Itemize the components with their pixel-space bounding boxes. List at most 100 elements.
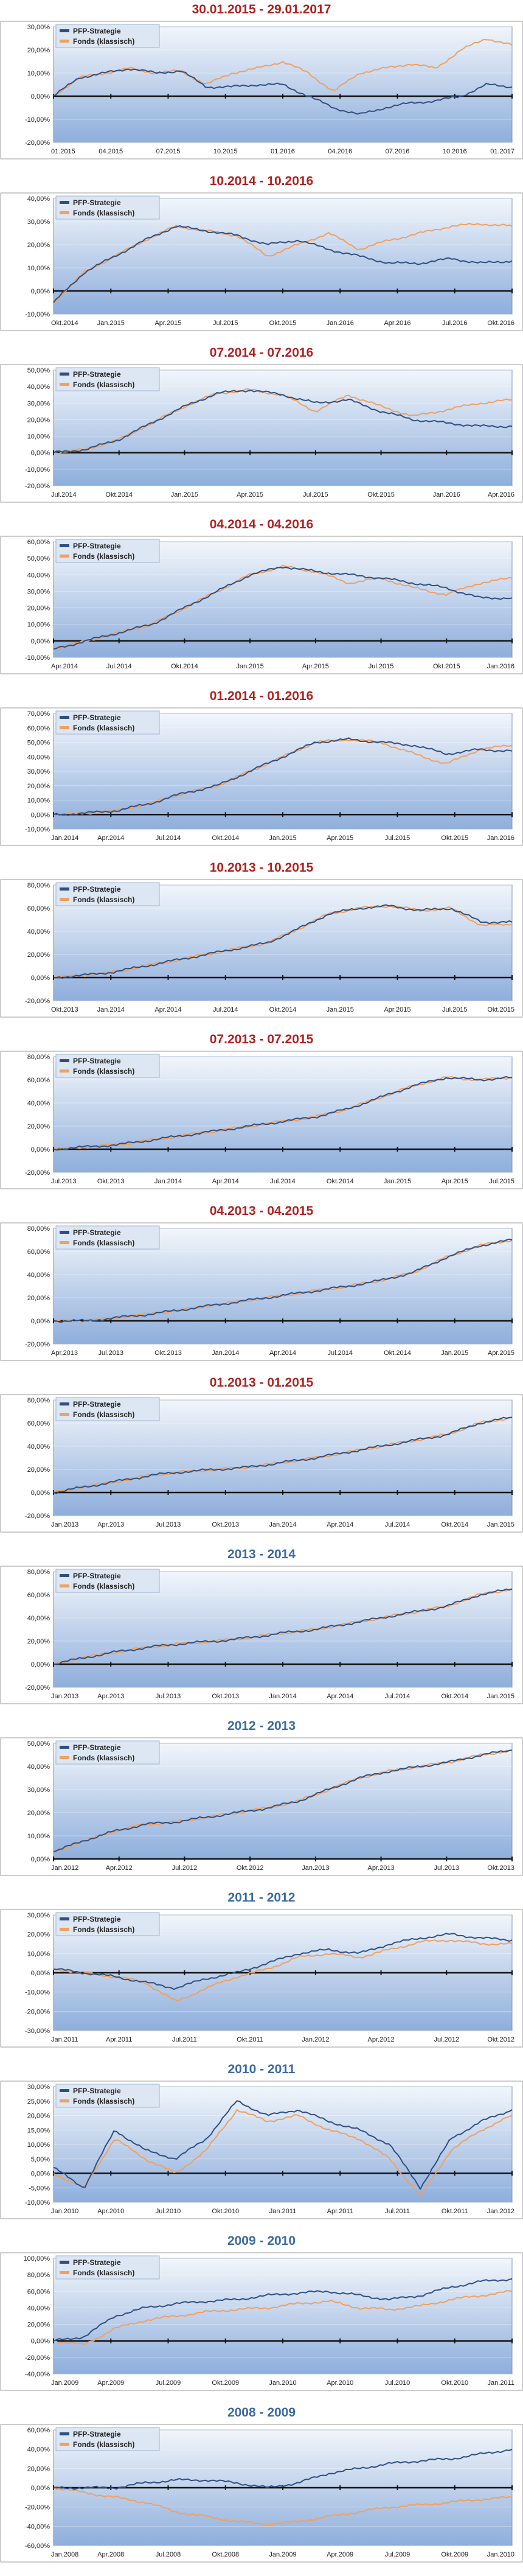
- legend-swatch: [60, 1231, 69, 1234]
- y-tick-label: 0,00%: [31, 2485, 50, 2492]
- x-tick-label: Jan.2014: [51, 835, 78, 842]
- line-chart: 80,00%60,00%40,00%20,00%0,00%-20,00%Apr.…: [0, 1222, 523, 1361]
- x-tick-label: Jul.2010: [385, 2379, 410, 2387]
- y-tick-label: -20,00%: [25, 1341, 50, 1348]
- y-tick-label: 0,00%: [31, 975, 50, 982]
- y-tick-label: -20,00%: [25, 483, 50, 490]
- line-chart: 70,00% 60,00% 50,00% 40,00% 30,00% 20,00% 10,0…: [0, 707, 523, 846]
- y-tick-label: 40,00%: [27, 2446, 50, 2454]
- legend-label: Fonds (klassisch): [73, 2440, 134, 2449]
- x-tick-label: Okt.2012: [237, 1864, 264, 1872]
- legend-label: PFP-Strategie: [73, 2258, 121, 2267]
- x-tick-label: Jan.2013: [302, 1864, 329, 1872]
- legend-box: [55, 1569, 160, 1593]
- x-tick-label: Jan.2008: [51, 2551, 78, 2558]
- y-tick-label: 20,00%: [27, 1466, 50, 1474]
- series-line-fonds-klassisch: [53, 1939, 513, 2001]
- chart-panel: 10.2014 - 10.2016 40,00% 30,00% 20,00% 10,00…: [0, 174, 523, 331]
- legend-label: Fonds (klassisch): [73, 1239, 134, 1247]
- legend-box: [55, 195, 160, 220]
- chart-panel: 2013 - 2014 80,00% 60,00% 40,00% 20,00% 0,00%…: [0, 1547, 523, 1704]
- x-tick-label: Jan.2016: [327, 320, 354, 327]
- chart-title: 01.2014 - 01.2016: [209, 689, 314, 703]
- x-tick-label: Okt.2010: [212, 2208, 239, 2215]
- x-tick-label: Apr.2015: [488, 1349, 514, 1357]
- legend-box: [55, 24, 160, 48]
- chart-panel: 2011 - 2012 30,00% 20,00% 10,00% 0,00% -10,00…: [0, 1891, 523, 2048]
- chart-title: 2012 - 2013: [227, 1719, 296, 1733]
- legend-label: Fonds (klassisch): [73, 380, 134, 389]
- chart-title: 30.01.2015 - 29.01.2017: [192, 2, 331, 16]
- x-tick-label: Jan.2011: [51, 2036, 78, 2043]
- x-tick-label: Jul.2013: [156, 1521, 181, 1528]
- series-line-pfp-strategie: [53, 2100, 513, 2190]
- legend-swatch: [60, 1746, 69, 1749]
- y-tick-label: 20,00%: [27, 2465, 50, 2473]
- x-tick-label: Okt.2014: [269, 1006, 297, 1013]
- legend-swatch: [60, 716, 69, 719]
- legend-box: [55, 2084, 160, 2108]
- y-tick-label: 80,00%: [27, 1225, 50, 1233]
- x-tick-label: Okt.2013: [212, 1693, 239, 1700]
- x-tick-label: Apr.2008: [97, 2551, 124, 2558]
- legend-swatch: [60, 201, 69, 204]
- x-tick-label: Jan.2010: [51, 2208, 78, 2215]
- legend-swatch: [60, 1756, 69, 1759]
- y-tick-label: -10,00%: [25, 826, 50, 833]
- chart-panel: 01.2014 - 01.2016 70,00% 60,00% 50,00% 40,00…: [0, 689, 523, 846]
- x-tick-label: Jan.2016: [433, 491, 460, 499]
- chart-title: 2010 - 2011: [227, 2062, 296, 2076]
- x-tick-label: Jan.2015: [269, 835, 296, 842]
- y-tick-label: 40,00%: [27, 383, 50, 391]
- y-tick-label: 20,00%: [27, 1810, 50, 1817]
- y-tick-label: 60,00%: [27, 725, 50, 732]
- legend-swatch: [60, 2099, 69, 2102]
- line-chart: 60,00% 50,00% 40,00% 30,00% 20,00% 10,00% 0,00…: [0, 536, 523, 674]
- x-tick-label: Jul.2014: [327, 1349, 353, 1357]
- chart-title: 2009 - 2010: [227, 2234, 296, 2248]
- chart-panel: 2012 - 2013 50,00% 40,00% 30,00% 20,00% 10,00…: [0, 1719, 523, 1876]
- chart-title: 2013 - 2014: [227, 1547, 296, 1561]
- x-tick-label: Jul.2015: [489, 1178, 514, 1185]
- x-tick-label: Jan.2010: [487, 2551, 514, 2558]
- x-tick-label: Apr.2012: [368, 2036, 395, 2043]
- series-line-pfp-strategie: [53, 737, 513, 816]
- chart-title: 04.2014 - 04.2016: [209, 517, 314, 531]
- y-tick-label: 70,00%: [27, 710, 50, 718]
- y-tick-label: 0,00%: [31, 1489, 50, 1497]
- y-tick-label: 0,00%: [31, 811, 50, 819]
- chart-title: 07.2014 - 07.2016: [209, 346, 314, 360]
- x-tick-label: Okt.2009: [441, 2551, 468, 2558]
- x-tick-label: Apr.2014: [51, 663, 78, 670]
- y-tick-label: 50,00%: [27, 555, 50, 562]
- x-tick-label: Jul.2014: [106, 663, 132, 670]
- legend-label: PFP-Strategie: [73, 1915, 121, 1923]
- legend-swatch: [60, 383, 69, 386]
- y-tick-label: 60,00%: [27, 1420, 50, 1427]
- x-tick-label: Jan.2013: [51, 1521, 78, 1528]
- x-tick-label: Jan.2012: [302, 2036, 329, 2043]
- y-tick-label: 20,00%: [27, 1931, 50, 1939]
- series-line-pfp-strategie: [53, 2278, 513, 2342]
- y-tick-label: 60,00%: [27, 539, 50, 546]
- y-tick-label: -20,00%: [25, 2504, 50, 2511]
- y-tick-label: -5,00%: [29, 2185, 50, 2192]
- chart-title: 10.2014 - 10.2016: [209, 174, 314, 188]
- x-tick-label: Jan.2009: [51, 2379, 78, 2387]
- x-tick-label: 01.2015: [51, 148, 75, 155]
- x-tick-label: Okt.2015: [367, 491, 395, 499]
- y-tick-label: -20,00%: [25, 1169, 50, 1177]
- series-line-pfp-strategie: [53, 1076, 513, 1151]
- y-tick-label: 30,00%: [27, 219, 50, 226]
- x-tick-label: Apr.2015: [302, 663, 329, 670]
- y-tick-label: -20,00%: [25, 2354, 50, 2362]
- x-tick-label: Jul.2014: [156, 835, 181, 842]
- y-tick-label: 60,00%: [27, 1592, 50, 1599]
- x-tick-label: 01.2017: [490, 148, 514, 155]
- x-tick-label: Jan.2011: [269, 2208, 296, 2215]
- series-line-pfp-strategie: [53, 1933, 513, 1990]
- legend-label: Fonds (klassisch): [73, 209, 134, 217]
- x-tick-label: Okt.2014: [384, 1349, 411, 1357]
